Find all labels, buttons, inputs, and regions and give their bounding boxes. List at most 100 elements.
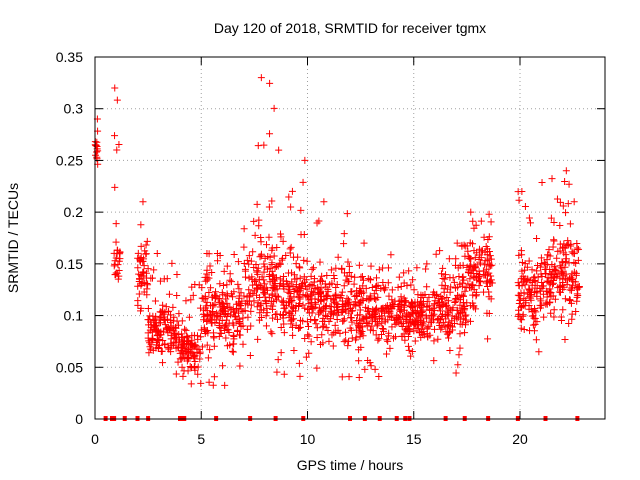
data-point bbox=[159, 359, 167, 367]
data-point bbox=[346, 305, 354, 313]
data-point bbox=[549, 292, 557, 300]
data-point bbox=[574, 292, 582, 300]
data-point bbox=[208, 301, 216, 309]
data-point bbox=[236, 319, 244, 327]
data-point bbox=[332, 284, 340, 292]
data-point bbox=[318, 272, 326, 280]
data-point bbox=[201, 294, 209, 302]
data-point bbox=[486, 252, 494, 260]
data-point bbox=[210, 373, 218, 381]
y-tick-label: 0.25 bbox=[56, 152, 83, 168]
data-point bbox=[461, 329, 469, 337]
data-point bbox=[453, 239, 461, 247]
data-point bbox=[223, 281, 231, 289]
data-point bbox=[559, 306, 567, 314]
data-point bbox=[255, 316, 263, 324]
data-point bbox=[430, 337, 438, 345]
data-point bbox=[566, 296, 574, 304]
data-point bbox=[266, 130, 274, 138]
data-point bbox=[529, 307, 537, 315]
data-point bbox=[365, 296, 373, 304]
data-point bbox=[226, 270, 234, 278]
data-point bbox=[471, 263, 479, 271]
data-point bbox=[384, 332, 392, 340]
data-point bbox=[229, 348, 237, 356]
data-point bbox=[147, 321, 155, 329]
data-point bbox=[154, 345, 162, 353]
data-point bbox=[257, 306, 265, 314]
data-point bbox=[149, 336, 157, 344]
data-point bbox=[92, 142, 100, 150]
data-point bbox=[144, 281, 152, 289]
data-point bbox=[112, 238, 120, 246]
data-point bbox=[216, 329, 224, 337]
data-point bbox=[331, 321, 339, 329]
data-point bbox=[386, 312, 394, 320]
data-point bbox=[115, 257, 123, 265]
data-point bbox=[549, 243, 557, 251]
data-point bbox=[469, 299, 477, 307]
data-point bbox=[374, 336, 382, 344]
data-point bbox=[322, 303, 330, 311]
data-point bbox=[185, 313, 193, 321]
data-point bbox=[165, 290, 173, 298]
data-point bbox=[320, 198, 328, 206]
data-point bbox=[439, 275, 447, 283]
data-point bbox=[568, 275, 576, 283]
data-point bbox=[462, 316, 470, 324]
data-point bbox=[261, 280, 269, 288]
data-point bbox=[112, 254, 120, 262]
data-point bbox=[429, 304, 437, 312]
data-point bbox=[565, 319, 573, 327]
data-point bbox=[567, 240, 575, 248]
data-point bbox=[544, 251, 552, 259]
data-point bbox=[456, 262, 464, 270]
data-point bbox=[568, 248, 576, 256]
data-point bbox=[357, 330, 365, 338]
data-point bbox=[485, 233, 493, 241]
data-point bbox=[559, 202, 567, 210]
data-point bbox=[202, 302, 210, 310]
data-point bbox=[518, 282, 526, 290]
data-point bbox=[517, 324, 525, 332]
data-point bbox=[550, 219, 558, 227]
data-point bbox=[348, 288, 356, 296]
data-point bbox=[240, 243, 248, 251]
data-point bbox=[330, 307, 338, 315]
data-point bbox=[305, 332, 313, 340]
data-point bbox=[547, 279, 555, 287]
data-point bbox=[518, 316, 526, 324]
data-point bbox=[476, 251, 484, 259]
data-point bbox=[472, 292, 480, 300]
data-point bbox=[340, 240, 348, 248]
x-tick-label: 0 bbox=[91, 431, 99, 447]
data-point bbox=[405, 267, 413, 275]
data-point bbox=[296, 299, 304, 307]
data-point bbox=[422, 265, 430, 273]
data-point bbox=[563, 281, 571, 289]
data-point bbox=[205, 274, 213, 282]
data-point bbox=[111, 84, 119, 92]
data-point bbox=[237, 289, 245, 297]
data-point bbox=[288, 187, 296, 195]
data-point bbox=[515, 196, 523, 204]
data-point bbox=[167, 335, 175, 343]
data-point bbox=[542, 270, 550, 278]
data-point bbox=[400, 279, 408, 287]
data-point bbox=[340, 282, 348, 290]
data-point bbox=[110, 262, 118, 270]
data-point bbox=[299, 317, 307, 325]
data-point bbox=[408, 347, 416, 355]
data-point bbox=[470, 261, 478, 269]
data-point bbox=[287, 203, 295, 211]
data-point bbox=[164, 315, 172, 323]
data-point bbox=[192, 342, 200, 350]
data-point bbox=[219, 362, 227, 370]
data-point bbox=[366, 359, 374, 367]
data-point bbox=[458, 279, 466, 287]
data-point bbox=[462, 321, 470, 329]
data-point bbox=[538, 178, 546, 186]
data-point bbox=[375, 335, 383, 343]
data-point bbox=[203, 270, 211, 278]
data-point bbox=[236, 362, 244, 370]
